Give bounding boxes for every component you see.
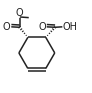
Text: OH: OH bbox=[63, 22, 78, 32]
Text: O: O bbox=[3, 22, 11, 32]
Text: O: O bbox=[16, 8, 23, 18]
Text: O: O bbox=[38, 22, 46, 32]
